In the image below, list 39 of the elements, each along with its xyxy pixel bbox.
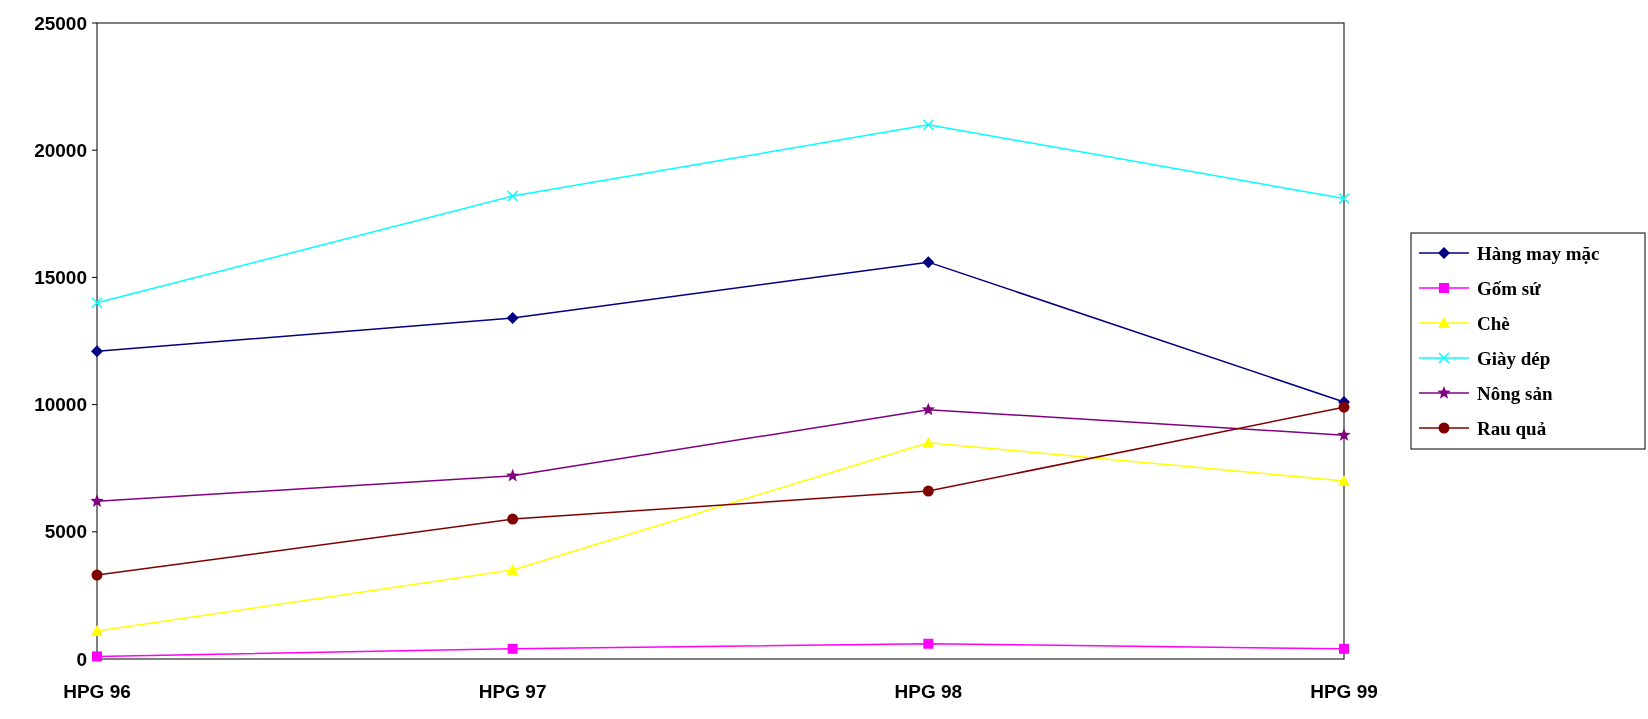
point	[506, 190, 519, 202]
point	[1337, 428, 1351, 441]
x-tick-label: HPG 97	[478, 681, 547, 702]
legend-label: Hàng may mặc	[1477, 242, 1600, 264]
legend-label: Giày dép	[1477, 347, 1551, 369]
point	[922, 256, 935, 269]
y-tick-label: 5000	[44, 521, 87, 543]
point	[1338, 401, 1350, 413]
point	[506, 468, 520, 482]
x-tick-label: HPG 98	[894, 681, 963, 702]
point	[922, 485, 934, 497]
point	[921, 402, 935, 416]
y-tick-label: 15000	[34, 267, 87, 289]
point	[507, 643, 518, 654]
point	[507, 513, 519, 525]
point	[1338, 192, 1350, 205]
legend-label: Rau quả	[1477, 417, 1547, 439]
legend-label: Gốm sứ	[1477, 277, 1542, 299]
point	[91, 625, 103, 637]
point	[1338, 474, 1350, 486]
y-tick-label: 0	[76, 648, 87, 670]
y-tick-label: 10000	[34, 394, 87, 416]
x-tick-label: HPG 96	[63, 681, 131, 702]
point	[91, 569, 103, 581]
x-tick-label: HPG 99	[1310, 681, 1378, 702]
point	[506, 563, 519, 575]
y-tick-label: 20000	[34, 139, 87, 161]
point	[92, 651, 102, 662]
point	[923, 638, 934, 649]
legend-label: Chè	[1477, 312, 1510, 334]
point	[90, 494, 104, 507]
point	[91, 297, 103, 309]
point	[506, 312, 519, 325]
point	[922, 436, 935, 448]
point	[922, 119, 935, 131]
y-tick-label: 25000	[34, 12, 87, 34]
point	[1339, 643, 1349, 654]
point	[91, 345, 103, 358]
legend-label: Nông sản	[1477, 382, 1553, 404]
